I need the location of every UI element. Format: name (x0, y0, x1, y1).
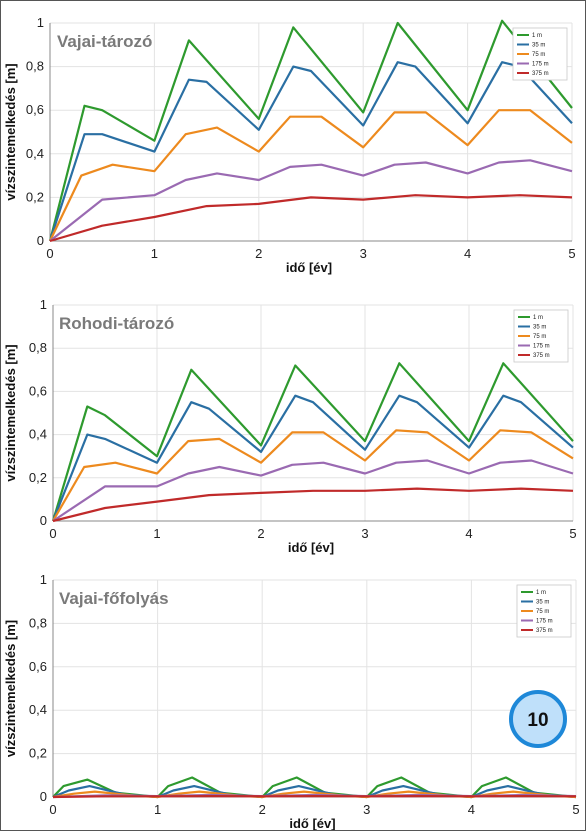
legend-label: 375 m (533, 353, 550, 359)
y-tick-label: 0,2 (26, 189, 44, 204)
x-tick-label: 3 (360, 246, 367, 261)
chart-title: Vajai-tározó (57, 32, 152, 51)
legend-label: 1 m (536, 590, 546, 596)
y-tick-label: 1 (40, 297, 47, 312)
y-tick-label: 0 (40, 789, 47, 804)
x-tick-label: 1 (151, 246, 158, 261)
x-tick-label: 0 (46, 246, 53, 261)
chart-panel-2: 0 1 2 3 4 5 0 0,2 0,4 0,6 0,8 1 idő [év] vízszintemel… (3, 297, 577, 555)
legend-label: 1 m (533, 315, 543, 321)
x-tick-label: 4 (468, 802, 475, 817)
x-tick-label: 0 (49, 526, 56, 541)
chart-title: Rohodi-tározó (59, 314, 174, 333)
x-tick-label: 4 (465, 526, 472, 541)
plot-area (53, 305, 573, 521)
series-line-375m (49, 194, 573, 243)
x-tick-label: 1 (154, 802, 161, 817)
legend-label: 35 m (532, 43, 545, 49)
series-line-35m (51, 394, 574, 522)
y-tick-label: 0,2 (29, 470, 47, 485)
x-tick-label: 5 (568, 246, 575, 261)
y-tick-label: 0,4 (29, 702, 47, 717)
y-tick-label: 1 (40, 572, 47, 587)
y-axis-title: vízszintemelkedés [m] (3, 344, 18, 481)
plot-area (50, 23, 572, 241)
series-line-375m (52, 794, 577, 799)
legend: 1 m 35 m 75 m 175 m 375 m (516, 584, 572, 638)
x-axis-title: idő [év] (286, 260, 332, 275)
y-tick-label: 0 (37, 233, 44, 248)
legend-label: 375 m (536, 628, 553, 634)
y-axis-title: vízszintemelkedés [m] (3, 63, 18, 200)
page-number-badge: 10 (509, 690, 567, 748)
x-tick-label: 4 (464, 246, 471, 261)
series-line-175m (49, 159, 573, 242)
y-tick-label: 0,6 (26, 102, 44, 117)
legend-label: 375 m (532, 71, 549, 77)
x-tick-label: 1 (153, 526, 160, 541)
legend-label: 35 m (536, 600, 549, 606)
x-axis-title: idő [év] (288, 540, 334, 555)
y-tick-label: 1 (37, 15, 44, 30)
legend-label: 75 m (533, 334, 546, 340)
legend-label: 175 m (532, 62, 549, 68)
y-tick-label: 0,8 (26, 59, 44, 74)
y-tick-label: 0,8 (29, 615, 47, 630)
plot-area (53, 580, 576, 797)
x-axis-title: idő [év] (289, 816, 335, 830)
series-line-175m (52, 459, 574, 522)
x-tick-label: 3 (361, 526, 368, 541)
y-tick-label: 0,2 (29, 746, 47, 761)
series-line-35m (48, 61, 573, 242)
legend: 1 m 35 m 75 m 175 m 375 m (513, 309, 569, 363)
chart-title: Vajai-főfolyás (59, 589, 169, 608)
legend: 1 m 35 m 75 m 175 m 375 m (512, 27, 568, 81)
series-line-1m (48, 19, 573, 242)
y-tick-label: 0 (40, 513, 47, 528)
legend-label: 175 m (533, 344, 550, 350)
x-tick-label: 2 (255, 246, 262, 261)
chart-panel-1: 0 1 2 3 4 5 0 0,2 0,4 0,6 0,8 1 idő [év] vízszintemel… (3, 15, 576, 275)
badge-number: 10 (527, 710, 548, 731)
y-tick-label: 0,4 (29, 427, 47, 442)
series-line-75m (52, 429, 574, 522)
series-line-75m (49, 109, 573, 242)
legend-label: 1 m (532, 33, 542, 39)
legend-label: 35 m (533, 325, 546, 331)
x-tick-label: 5 (572, 802, 579, 817)
y-tick-label: 0,8 (29, 340, 47, 355)
chart-panel-3: 0 1 2 3 4 5 0 0,2 0,4 0,6 0,8 1 idő [év] vízszintemel… (3, 572, 580, 831)
y-tick-label: 0,4 (26, 146, 44, 161)
badge-circle (509, 690, 567, 748)
legend-label: 175 m (536, 619, 553, 625)
series-line-375m (52, 487, 574, 523)
legend-label: 75 m (536, 609, 549, 615)
x-tick-label: 3 (363, 802, 370, 817)
y-axis-title: vízszintemelkedés [m] (3, 620, 18, 757)
x-tick-label: 2 (259, 802, 266, 817)
y-tick-label: 0,6 (29, 383, 47, 398)
x-tick-label: 0 (49, 802, 56, 817)
legend-label: 75 m (532, 52, 545, 58)
x-tick-label: 5 (569, 526, 576, 541)
series-line-1m (51, 362, 574, 522)
x-tick-label: 2 (257, 526, 264, 541)
y-tick-label: 0,6 (29, 659, 47, 674)
